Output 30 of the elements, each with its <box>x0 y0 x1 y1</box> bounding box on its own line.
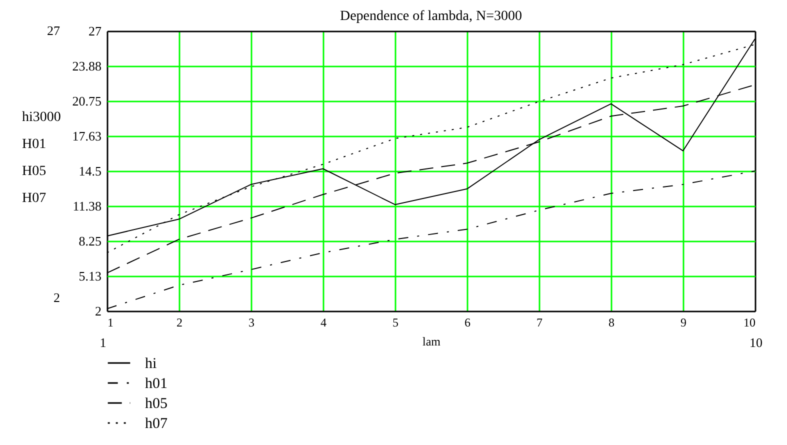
y-axis-title: hi3000 H01 H05 H07 <box>22 110 61 206</box>
x-axis-title: lam <box>422 334 442 348</box>
legend-label: h07 <box>145 416 168 432</box>
y-tick-label: 8.25 <box>78 234 102 248</box>
x-tick-label: 6 <box>464 316 470 330</box>
y-tick-label: 2 <box>95 304 102 318</box>
x-tick-label: 2 <box>176 316 182 330</box>
y-tick-label: 27 <box>88 24 102 38</box>
x-tick-label: 1 <box>108 316 114 330</box>
y-tick-label: 23.88 <box>72 58 102 74</box>
legend-label: h01 <box>145 376 168 392</box>
text: 27 <box>47 23 60 38</box>
x-tick-label: 5 <box>392 316 398 330</box>
x-tick-label: 9 <box>680 316 686 330</box>
chart-title: Dependence of lambda, N=3000 <box>340 9 522 24</box>
y-tick-label: 14.5 <box>78 164 102 178</box>
text: 1 <box>100 335 106 350</box>
x-tick-label: 3 <box>248 316 254 330</box>
y-tick-label: 17.63 <box>72 128 102 144</box>
y-tick-label: 5.13 <box>78 268 102 284</box>
text: 2 <box>54 290 60 305</box>
legend-label: hi <box>145 356 157 372</box>
y-tick-label: 11.38 <box>72 198 102 214</box>
y-tick-label: 20.75 <box>72 94 102 108</box>
x-tick-label: 10 <box>744 316 756 330</box>
x-tick-label: 8 <box>608 316 614 330</box>
x-tick-label: 4 <box>320 316 326 330</box>
text: 10 <box>750 335 762 350</box>
legend-label: h05 <box>145 396 168 412</box>
x-tick-label: 7 <box>536 316 542 330</box>
